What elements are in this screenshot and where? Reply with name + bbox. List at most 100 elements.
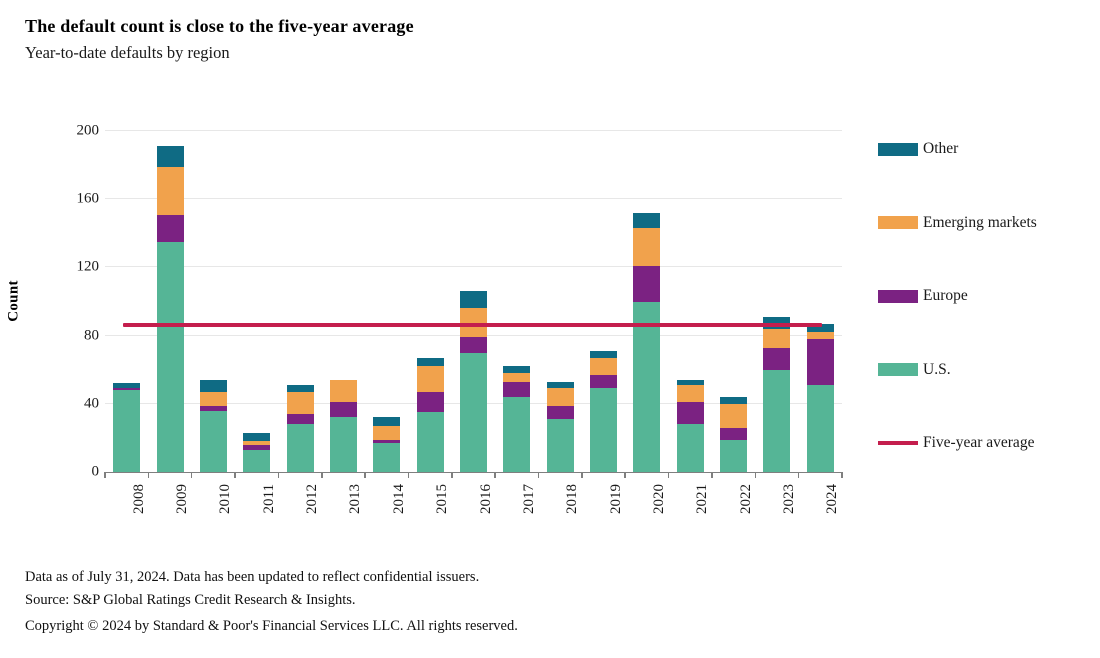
legend-swatch-icon [878,363,918,376]
bar-segment-2015-emerging-markets [416,366,444,392]
gridline-y-200 [105,130,842,131]
bar-segment-2016-emerging-markets [460,308,487,338]
x-tick-label-2023: 2023 [780,484,797,514]
x-tick-label-2009: 2009 [174,484,191,514]
legend-item-other: Other [878,140,958,158]
legend-label: U.S. [923,360,951,378]
bar-segment-2017-emerging-markets [503,373,531,382]
bar-segment-2020-other [633,212,661,229]
bar-2019 [590,350,618,472]
legend-swatch-icon [878,142,918,156]
x-tick [754,472,757,478]
footnote-copyright: Copyright © 2024 by Standard & Poor's Fi… [25,618,518,634]
y-tick-label-40: 40 [84,395,99,412]
bar-segment-2021-u-s- [676,424,704,472]
bar-segment-2012-emerging-markets [286,391,314,415]
gridline-y-120 [105,266,842,268]
bar-segment-2011-u-s- [243,449,271,472]
bar-segment-2010-europe [199,405,227,411]
x-tick-label-2019: 2019 [607,484,624,514]
bar-segment-2023-u-s- [763,369,791,472]
bar-segment-2008-u-s- [113,390,141,472]
bar-2023 [763,316,791,472]
bar-segment-2022-u-s- [720,439,748,472]
x-tick-label-2010: 2010 [217,484,234,514]
bar-2009 [156,146,184,472]
legend-swatch-icon [878,289,918,303]
x-tick [841,472,843,478]
footnote-source: Source: S&P Global Ratings Credit Resear… [25,592,356,608]
x-axis-labels: 2008 2009 2010 2011 2012 2013 2014 2015 2016 2017… [105,472,842,542]
x-tick-label-2014: 2014 [390,484,407,514]
bar-segment-2015-other [416,357,444,367]
bar-segment-2018-emerging-markets [546,388,574,406]
bar-segment-2014-europe [373,439,401,444]
x-tick-label-2021: 2021 [694,484,711,514]
x-tick [581,472,583,478]
bar-segment-2019-emerging-markets [590,357,618,375]
legend-label: Emerging markets [923,213,1037,231]
footnote-data-asof: Data as of July 31, 2024. Data has been … [25,569,480,585]
x-tick-label-2024: 2024 [824,484,841,514]
bar-segment-2012-u-s- [286,424,314,472]
bar-2017 [503,366,531,472]
bar-segment-2014-other [373,417,401,426]
bar-segment-2024-emerging-markets [806,332,834,340]
bar-2014 [373,417,401,472]
x-tick [494,472,496,478]
legend-label: Europe [923,287,968,304]
x-tick-label-2011: 2011 [260,484,277,514]
bar-segment-2008-europe [113,388,141,391]
bar-segment-2010-u-s- [199,410,227,472]
bar-2008 [113,383,141,472]
x-tick [624,472,626,478]
y-tick-label-0: 0 [91,463,100,480]
bar-2024 [806,323,834,472]
bar-2020 [633,212,661,472]
x-tick [364,472,366,478]
legend-item-u-s-: U.S. [878,361,951,379]
x-tick [277,472,280,478]
x-tick-label-2022: 2022 [737,484,754,514]
x-tick [104,472,106,478]
bar-segment-2021-other [676,379,704,386]
legend-label: Other [923,140,959,157]
bar-segment-2018-u-s- [546,419,574,472]
bar-2016 [460,291,487,472]
x-tick-label-2013: 2013 [347,484,364,514]
bar-segment-2019-other [590,350,618,358]
five-year-average-line [122,323,823,328]
legend-item-five-year-average: Five-year average [878,434,1034,452]
chart-subtitle: Year-to-date defaults by region [25,43,230,62]
bar-segment-2009-u-s- [156,241,184,472]
bar-segment-2021-emerging-markets [676,385,704,403]
bar-segment-2012-other [286,385,314,392]
x-tick-label-2017: 2017 [520,484,537,514]
x-tick [190,472,193,478]
bar-segment-2017-other [503,366,531,374]
bar-segment-2013-u-s- [329,417,357,472]
bar-segment-2020-emerging-markets [633,228,661,266]
x-axis-line [105,471,842,473]
bar-2022 [720,397,748,472]
bar-2012 [286,385,314,472]
bar-segment-2014-u-s- [373,443,401,472]
chart-title: The default count is close to the five-y… [25,16,414,36]
bar-segment-2015-europe [416,391,444,413]
y-tick-label-200: 200 [76,122,100,139]
bar-segment-2011-other [243,432,271,442]
x-tick [321,472,323,478]
bar-segment-2023-other [763,316,791,329]
x-tick [797,472,800,478]
legend-label: Five-year average [923,434,1035,451]
y-tick-label-80: 80 [84,327,99,344]
bar-2018 [546,381,574,472]
bar-segment-2023-europe [763,347,791,370]
bar-segment-2022-other [720,397,748,404]
bar-segment-2010-other [199,379,227,392]
bar-segment-2012-europe [286,414,314,425]
bar-segment-2016-u-s- [460,352,487,472]
bar-segment-2017-u-s- [503,396,531,472]
x-tick-label-2016: 2016 [477,484,494,514]
